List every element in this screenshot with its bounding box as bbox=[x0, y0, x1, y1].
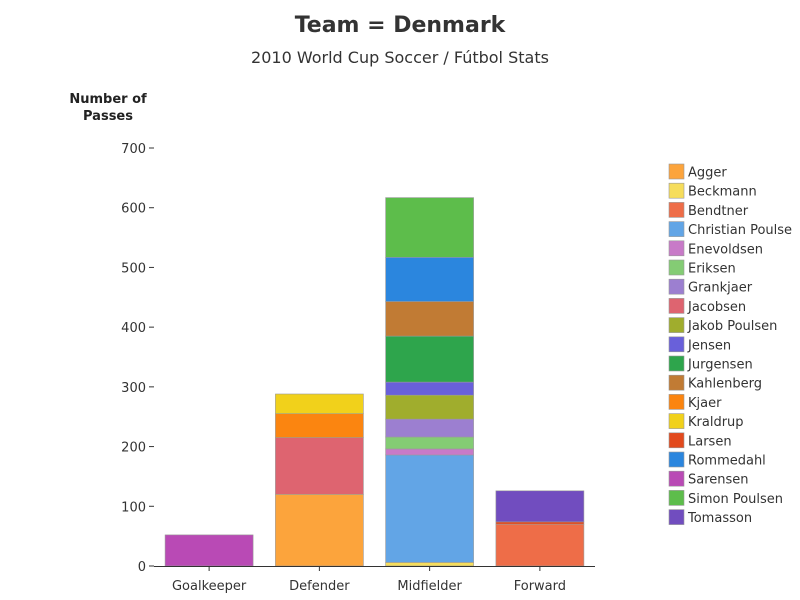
bar-segment bbox=[385, 301, 474, 337]
legend-item: Rommedahl bbox=[668, 451, 766, 469]
bar-segment bbox=[385, 197, 474, 258]
legend-item: Jurgensen bbox=[668, 355, 753, 373]
legend-swatch bbox=[668, 432, 685, 449]
x-tick-label: Midfielder bbox=[397, 579, 462, 594]
x-tick-label: Goalkeeper bbox=[172, 579, 247, 594]
legend-swatch bbox=[668, 182, 685, 199]
legend-item: Kjaer bbox=[668, 394, 722, 411]
y-tick-label: 100 bbox=[121, 500, 146, 515]
bar-segment bbox=[385, 436, 474, 450]
legend-label: Bendtner bbox=[688, 204, 749, 219]
legend-swatch bbox=[668, 509, 685, 525]
legend-item: Larsen bbox=[668, 432, 732, 449]
plot-area bbox=[164, 197, 585, 567]
legend-item: Grankjaer bbox=[668, 278, 753, 296]
bar-segment bbox=[164, 534, 254, 567]
legend-item: Jensen bbox=[668, 336, 731, 353]
axes: Goalkeeper Defender Midfielder Forward 0 100 2… bbox=[121, 142, 595, 594]
bar-segment bbox=[495, 490, 585, 523]
legend-swatch bbox=[668, 451, 685, 468]
legend-label: Jakob Poulsen bbox=[687, 319, 777, 334]
legend-swatch bbox=[668, 490, 685, 506]
legend-item: Christian Poulse bbox=[668, 221, 792, 238]
legend-swatch bbox=[668, 413, 685, 429]
legend-swatch bbox=[668, 278, 685, 295]
y-axis-label-line1: Number of bbox=[69, 92, 147, 107]
legend-label: Eriksen bbox=[688, 262, 736, 277]
y-tick-label: 700 bbox=[121, 142, 146, 157]
legend-label: Kjaer bbox=[688, 396, 722, 411]
legend-item: Tomasson bbox=[668, 509, 752, 526]
y-tick-label: 400 bbox=[121, 321, 146, 336]
x-tick-label: Forward bbox=[514, 579, 566, 594]
legend-label: Rommedahl bbox=[688, 454, 766, 469]
legend-swatch bbox=[668, 317, 685, 333]
legend-swatch bbox=[668, 298, 685, 314]
legend-label: Sarensen bbox=[688, 473, 749, 488]
chart-subtitle: 2010 World Cup Soccer / Fútbol Stats bbox=[251, 48, 549, 67]
bar-segment bbox=[385, 256, 474, 302]
legend-swatch bbox=[668, 221, 685, 237]
legend-label: Simon Poulsen bbox=[688, 492, 783, 507]
legend-label: Jacobsen bbox=[687, 300, 746, 315]
legend-item: Simon Poulsen bbox=[668, 490, 783, 507]
legend-swatch bbox=[668, 470, 685, 487]
bar-segment bbox=[385, 454, 474, 563]
y-axis-label-line2: Passes bbox=[83, 109, 133, 124]
chart-title: Team = Denmark bbox=[295, 13, 507, 38]
legend-item: Beckmann bbox=[668, 182, 757, 200]
y-tick-label: 200 bbox=[121, 441, 146, 456]
legend-label: Beckmann bbox=[688, 185, 757, 200]
bar-segment bbox=[385, 394, 474, 420]
legend-swatch bbox=[668, 163, 685, 180]
bar-segment bbox=[385, 381, 474, 396]
bar-segment bbox=[385, 562, 474, 567]
bar-segment bbox=[275, 493, 364, 567]
y-tick-label: 0 bbox=[138, 560, 146, 575]
legend-swatch bbox=[668, 374, 685, 391]
y-tick-label: 500 bbox=[121, 261, 146, 276]
legend-label: Jensen bbox=[687, 338, 731, 353]
legend-item: Sarensen bbox=[668, 470, 749, 488]
bar-segment bbox=[275, 413, 364, 438]
legend-label: Agger bbox=[688, 166, 727, 181]
legend-label: Enevoldsen bbox=[688, 242, 763, 257]
legend-swatch bbox=[668, 336, 685, 353]
legend-swatch bbox=[668, 202, 685, 218]
legend: Agger Beckmann Bendtner Christian Poulse Ene… bbox=[668, 163, 792, 526]
bar-segment bbox=[385, 335, 474, 383]
x-tick-label: Defender bbox=[289, 579, 350, 594]
legend-label: Larsen bbox=[688, 434, 732, 449]
legend-swatch bbox=[668, 394, 685, 410]
legend-item: Agger bbox=[668, 163, 727, 181]
bar-segment bbox=[385, 418, 474, 438]
legend-label: Christian Poulse bbox=[688, 223, 792, 238]
legend-item: Kahlenberg bbox=[668, 374, 762, 392]
bar-segment bbox=[385, 448, 474, 456]
legend-swatch bbox=[668, 240, 685, 257]
bar-segment bbox=[495, 523, 585, 567]
legend-swatch bbox=[668, 355, 685, 372]
legend-item: Eriksen bbox=[668, 259, 736, 277]
y-tick-label: 600 bbox=[121, 202, 146, 217]
legend-item: Jacobsen bbox=[668, 298, 746, 315]
legend-label: Grankjaer bbox=[688, 281, 753, 296]
legend-item: Kraldrup bbox=[668, 413, 744, 430]
legend-label: Kraldrup bbox=[688, 415, 744, 430]
bar-segment bbox=[275, 393, 364, 415]
legend-label: Kahlenberg bbox=[688, 377, 762, 392]
legend-label: Tomasson bbox=[687, 511, 752, 526]
legend-item: Jakob Poulsen bbox=[668, 317, 777, 334]
legend-label: Jurgensen bbox=[687, 358, 753, 373]
y-tick-label: 300 bbox=[121, 381, 146, 396]
legend-item: Enevoldsen bbox=[668, 240, 763, 257]
legend-swatch bbox=[668, 259, 685, 276]
bar-segment bbox=[275, 437, 364, 495]
legend-item: Bendtner bbox=[668, 202, 749, 219]
